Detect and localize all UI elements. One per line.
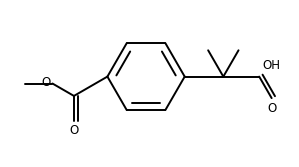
- Text: O: O: [69, 124, 79, 137]
- Text: O: O: [267, 102, 276, 115]
- Text: OH: OH: [263, 59, 281, 72]
- Text: O: O: [42, 76, 51, 89]
